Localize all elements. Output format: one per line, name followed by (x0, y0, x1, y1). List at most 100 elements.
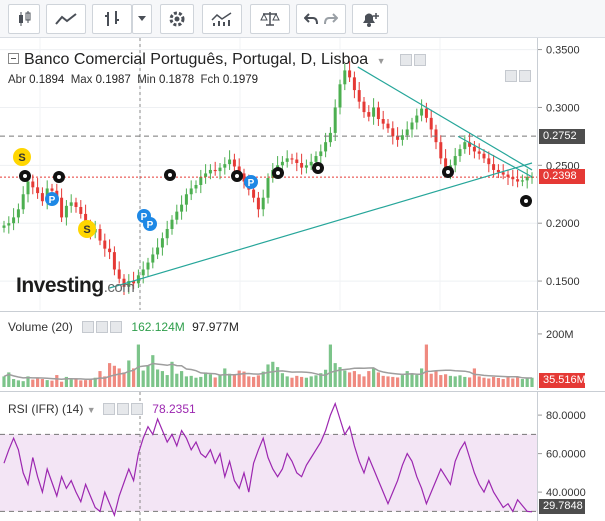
volume-bar (516, 376, 520, 387)
candle-body (232, 159, 236, 167)
rsi-line (3, 401, 533, 518)
volume-bar (352, 371, 356, 387)
title-chevron-icon[interactable]: ▼ (376, 56, 386, 66)
rsi-band (0, 434, 537, 512)
volume-bar (525, 377, 529, 387)
gear-icon[interactable] (160, 4, 194, 34)
dividend-marker-dot (57, 175, 61, 179)
candle-body (2, 225, 6, 228)
candle-body (391, 128, 395, 137)
candle-body (386, 123, 390, 129)
split-marker-label: S (18, 152, 25, 164)
volume-bar (506, 377, 510, 387)
candle-body (458, 149, 462, 157)
volume-visibility-icon[interactable] (82, 321, 95, 333)
pane-down-icon[interactable] (505, 70, 517, 82)
candle-body (228, 159, 232, 165)
volume-bar (396, 377, 400, 387)
volume-bar (60, 381, 64, 387)
volume-bar (434, 371, 438, 387)
indicators-icon[interactable] (202, 4, 242, 34)
alert-icon[interactable] (352, 4, 388, 34)
volume-settings-icon[interactable] (96, 321, 109, 333)
rsi-legend-label: RSI (IFR) (14) (8, 402, 84, 416)
rsi-settings-icon[interactable] (116, 403, 129, 415)
scale-icon[interactable] (250, 4, 290, 34)
price-tick-label: 0.2000 (546, 218, 580, 230)
candle-body (429, 117, 433, 130)
split-marker (13, 148, 31, 166)
candle-body (141, 269, 145, 276)
volume-bar (55, 375, 59, 387)
volume-tick-label: 200M (546, 329, 574, 341)
toolbar (0, 0, 605, 38)
redo-icon[interactable] (324, 13, 338, 25)
candle-body (21, 194, 25, 210)
volume-bar (16, 380, 20, 387)
candle-body (367, 112, 371, 117)
volume-bar (348, 372, 352, 387)
volume-bar (468, 377, 472, 387)
volume-last-tag: 35.516M (539, 373, 586, 388)
trendline (109, 162, 533, 289)
volume-bar (343, 370, 347, 387)
candle-body (218, 167, 222, 172)
volume-bar (12, 379, 16, 387)
pane-separator[interactable] (0, 311, 605, 312)
rsi-visibility-icon[interactable] (102, 403, 115, 415)
candle-body (199, 176, 203, 185)
volume-value-up: 162.124M (131, 320, 185, 334)
volume-bar (213, 377, 217, 387)
settings-icon[interactable] (414, 54, 427, 66)
undo-icon[interactable] (304, 13, 318, 25)
volume-bar (420, 368, 424, 387)
candle-body (376, 107, 380, 120)
volume-bar (400, 375, 404, 387)
candle-body (520, 180, 524, 182)
candle-body (146, 262, 150, 270)
volume-bar (69, 379, 73, 387)
volume-legend-label: Volume (20) (8, 320, 73, 334)
visibility-icon[interactable] (400, 54, 413, 66)
collapse-icon[interactable] (8, 53, 19, 64)
candle-body (175, 211, 179, 220)
volume-legend: Volume (20) 162.124M 97.977M (8, 320, 239, 334)
volume-bar (103, 376, 107, 387)
trendline (357, 66, 533, 171)
volume-bar (376, 372, 380, 387)
chevron-down-icon[interactable] (132, 4, 152, 34)
undo-redo-group (296, 4, 346, 34)
candle-body (127, 281, 131, 287)
volume-bar (98, 371, 102, 387)
pane-expand-icon[interactable] (519, 70, 531, 82)
volume-bar (189, 375, 193, 387)
candle-body (156, 247, 160, 255)
volume-close-icon[interactable] (110, 321, 123, 333)
volume-bar (136, 344, 140, 387)
candle-body (319, 151, 323, 157)
high-value: 0.1987 (95, 74, 131, 86)
candle-body (472, 146, 476, 152)
candle-body (477, 151, 481, 154)
volume-bar (170, 361, 174, 387)
volume-bar (285, 376, 289, 387)
last-price-tag: 0.2398 (539, 169, 585, 184)
volume-bar (2, 376, 6, 387)
logo-main: Investing (16, 274, 104, 297)
pane-separator-2[interactable] (0, 391, 605, 392)
rsi-chevron-icon[interactable]: ▼ (86, 405, 96, 415)
area-chart-icon[interactable] (46, 4, 86, 34)
volume-bar (362, 376, 366, 387)
candles-icon[interactable] (8, 4, 40, 34)
bars-icon[interactable] (92, 4, 132, 34)
volume-bar (252, 376, 256, 387)
rsi-close-icon[interactable] (130, 403, 143, 415)
candle-body (290, 158, 294, 160)
dividend-marker-dot (168, 173, 172, 177)
rsi-chart[interactable] (0, 392, 537, 521)
candle-body (492, 164, 496, 170)
volume-chart[interactable] (0, 312, 537, 390)
candle-body (280, 161, 284, 166)
